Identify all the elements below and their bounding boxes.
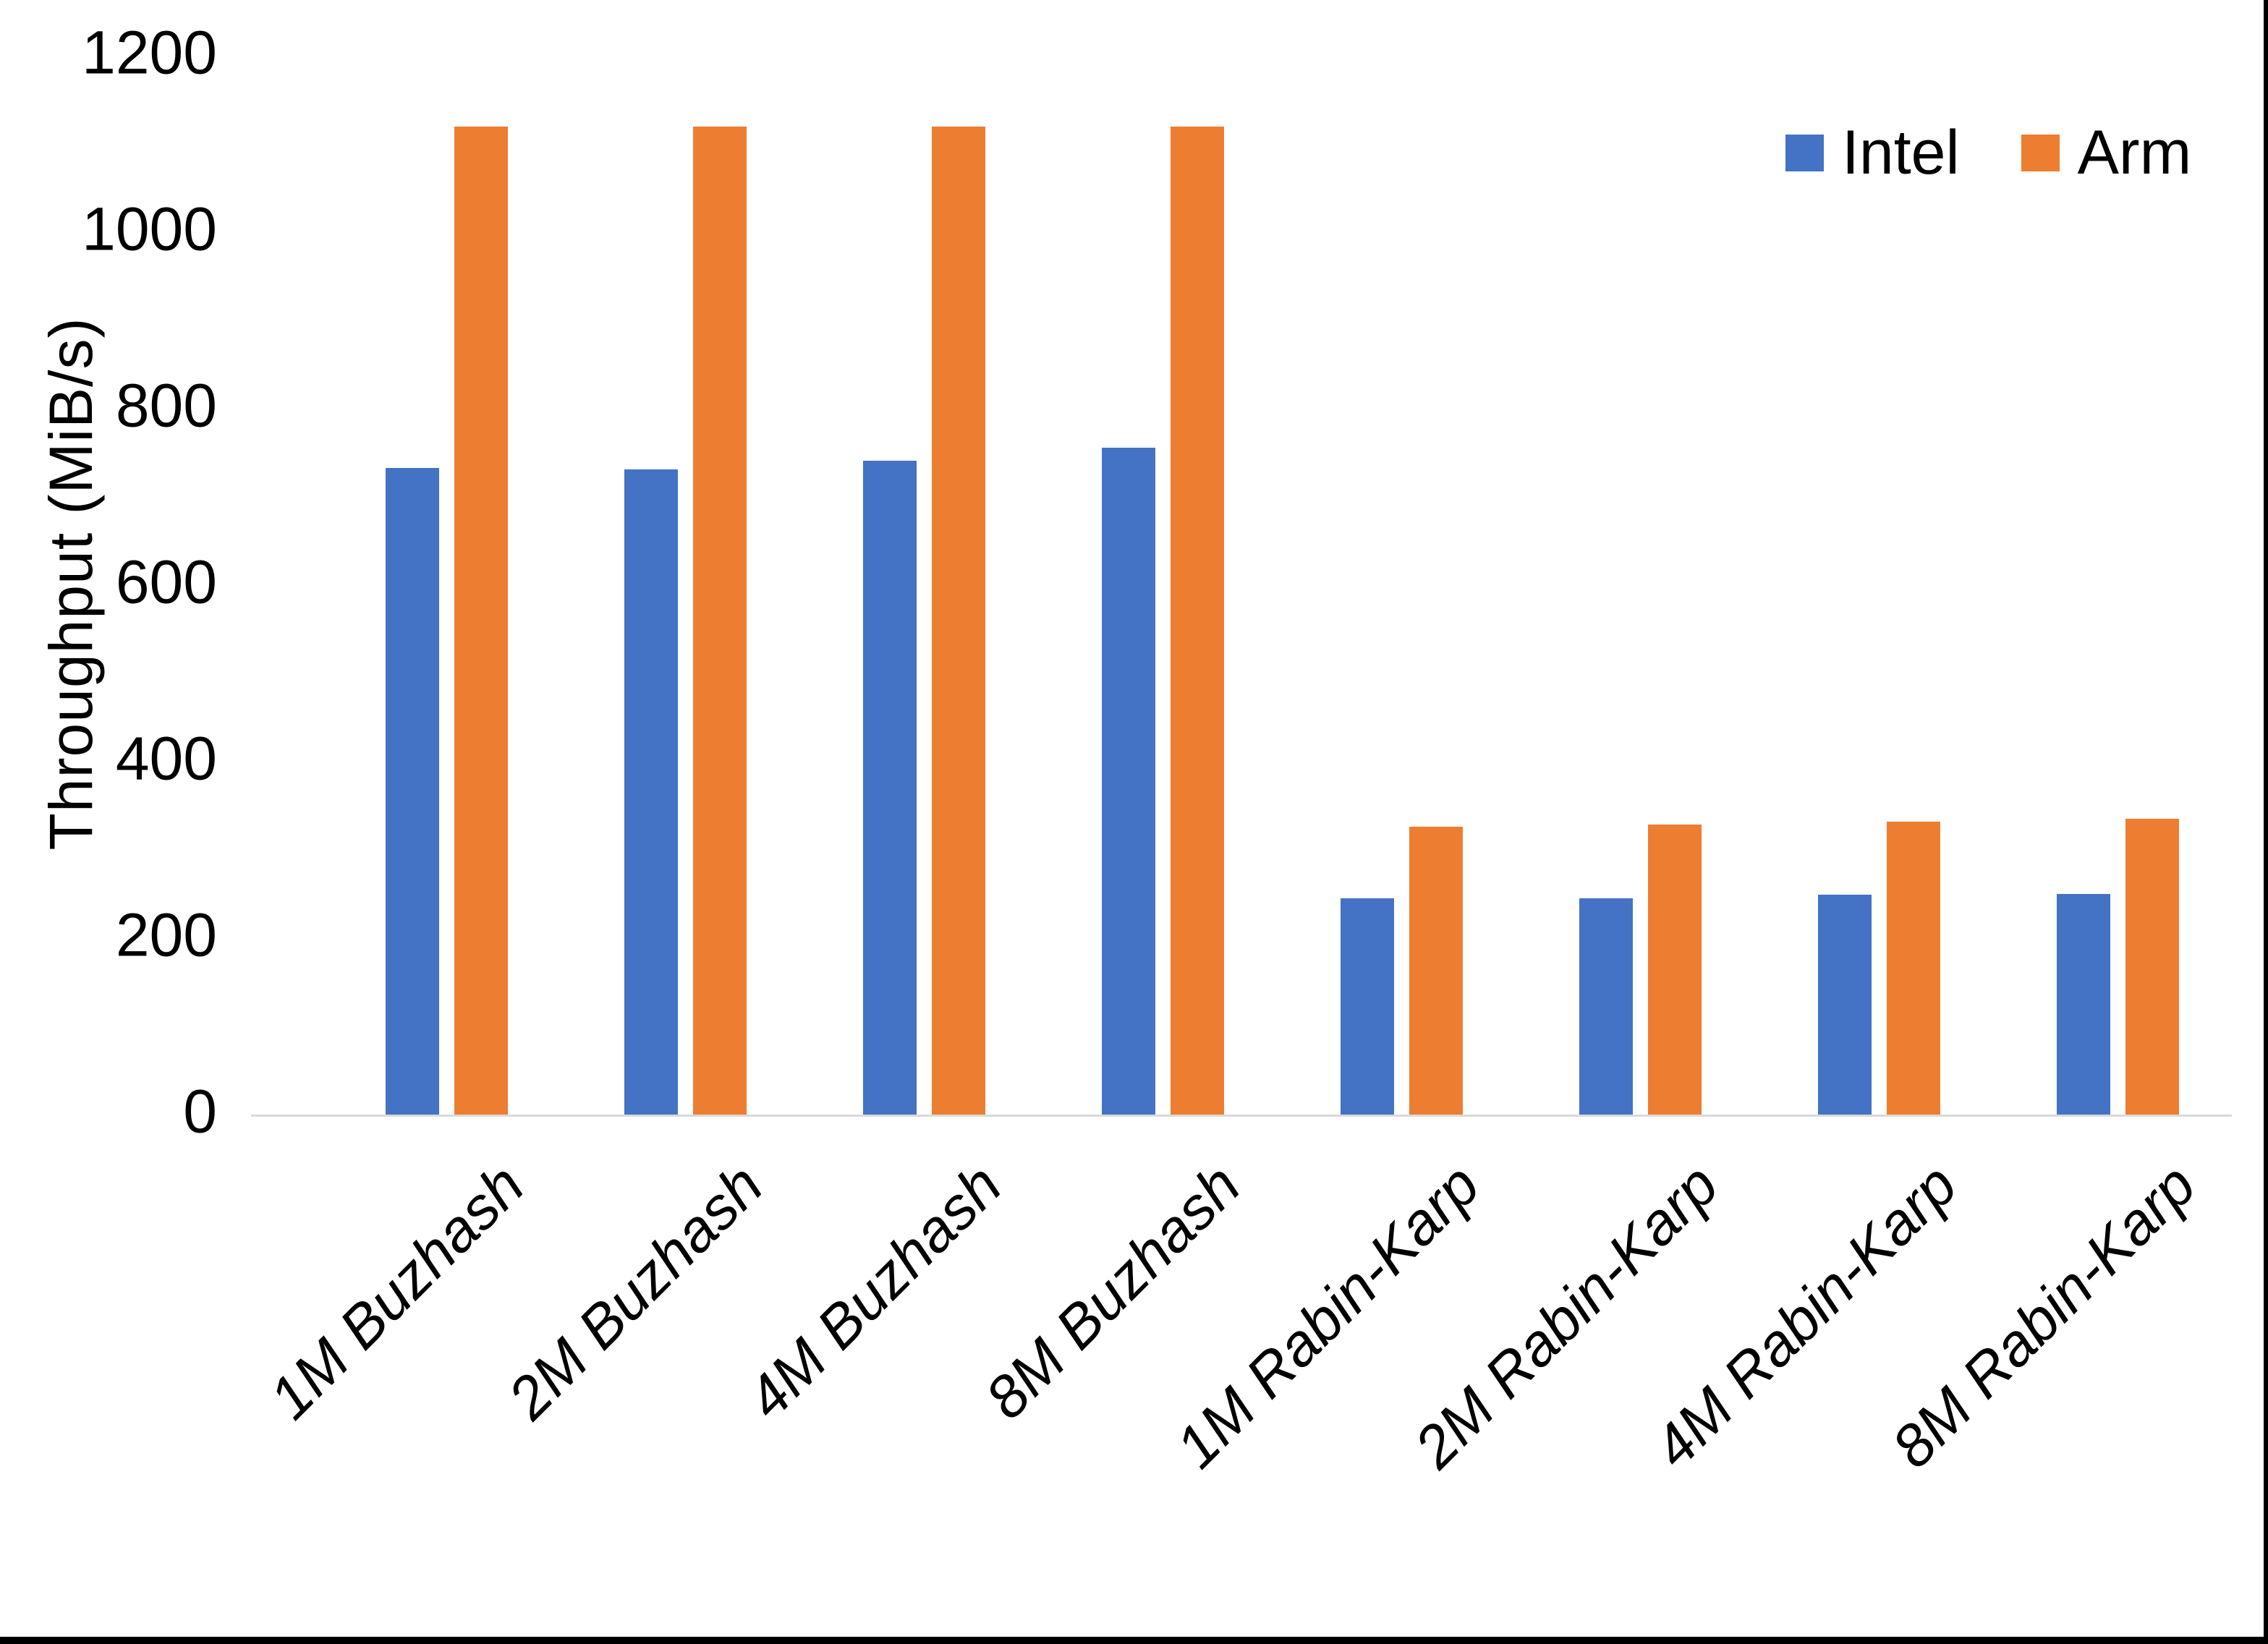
- y-tick-label-800: 800: [115, 371, 217, 440]
- x-axis-label-1m-buzhash: 1M Buzhash: [257, 1151, 538, 1432]
- x-axis-label-4m-buzhash: 4M Buzhash: [734, 1151, 1015, 1432]
- window-right-edge: [2264, 0, 2268, 1644]
- intel-swatch-icon: [1785, 134, 1824, 171]
- legend-item-intel: Intel: [1785, 122, 1960, 184]
- window-bottom-edge: [0, 1637, 2268, 1644]
- y-tick-label-600: 600: [115, 548, 217, 616]
- bar-intel-1m-rabin-karp: [1341, 898, 1394, 1115]
- bar-arm-4m-rabin-karp: [1887, 822, 1940, 1115]
- y-tick-label-400: 400: [115, 724, 217, 793]
- legend: Intel Arm: [1785, 122, 2191, 184]
- x-axis-line: [251, 1115, 2232, 1117]
- y-tick-label-0: 0: [183, 1077, 217, 1146]
- bar-arm-8m-rabin-karp: [2125, 819, 2179, 1115]
- bar-intel-4m-rabin-karp: [1818, 895, 1872, 1115]
- y-tick-label-200: 200: [115, 900, 217, 969]
- bar-arm-4m-buzhash: [932, 127, 985, 1115]
- legend-label-intel: Intel: [1842, 118, 1960, 187]
- bar-intel-8m-rabin-karp: [2057, 894, 2110, 1115]
- bar-arm-1m-buzhash: [454, 127, 508, 1115]
- bar-arm-8m-buzhash: [1171, 127, 1224, 1115]
- bar-intel-2m-rabin-karp: [1579, 898, 1633, 1115]
- bar-arm-2m-buzhash: [693, 127, 747, 1115]
- legend-item-arm: Arm: [2021, 118, 2192, 187]
- bar-intel-2m-buzhash: [624, 469, 678, 1115]
- y-tick-label-1200: 1200: [82, 18, 217, 87]
- x-axis-label-2m-buzhash: 2M Buzhash: [496, 1151, 776, 1432]
- bar-arm-1m-rabin-karp: [1409, 827, 1463, 1115]
- bar-arm-2m-rabin-karp: [1648, 825, 1702, 1115]
- arm-swatch-icon: [2021, 134, 2060, 171]
- bar-intel-1m-buzhash: [386, 468, 439, 1115]
- bar-intel-8m-buzhash: [1102, 448, 1155, 1115]
- legend-label-arm: Arm: [2077, 118, 2192, 187]
- bar-intel-4m-buzhash: [863, 461, 917, 1115]
- y-tick-label-1000: 1000: [82, 195, 217, 263]
